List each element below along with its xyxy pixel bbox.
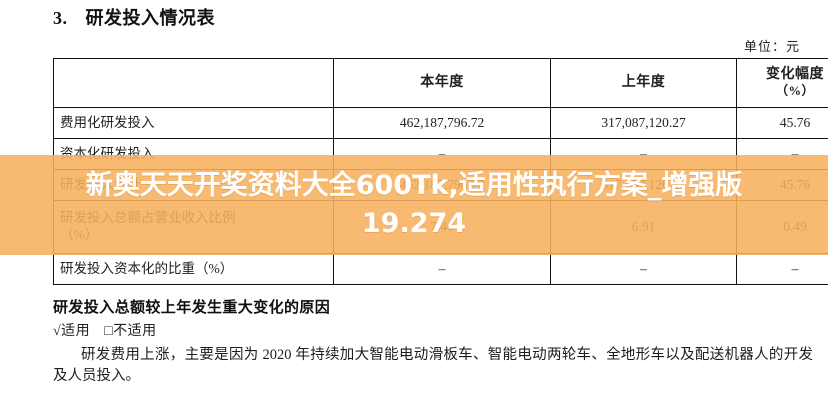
section-title-text: 研发投入情况表 bbox=[85, 8, 215, 28]
watermark-band bbox=[0, 155, 828, 255]
row-value-change: – bbox=[736, 253, 828, 285]
table-row: 费用化研发投入 462,187,796.72 317,087,120.27 45… bbox=[53, 107, 828, 139]
row-value-previous: 317,087,120.27 bbox=[550, 107, 737, 139]
header-cell-current-year: 本年度 bbox=[333, 58, 551, 108]
row-value-current: – bbox=[333, 253, 551, 285]
header-cell-change-rate: 变化幅度 （%） bbox=[736, 58, 828, 108]
header-cell-label bbox=[53, 58, 334, 108]
notes-paragraph: 研发费用上涨，主要是因为 2020 年持续加大智能电动滑板车、智能电动两轮车、全… bbox=[53, 347, 813, 385]
unit-note: 单位：元 bbox=[743, 39, 800, 54]
not-applicable-option[interactable]: □不适用 bbox=[104, 324, 157, 339]
applicable-option[interactable]: √适用 bbox=[53, 324, 91, 339]
watermark-text: 新奥天天开奖资料大全600Tk,适用性执行方案_增强版 19.274 bbox=[0, 155, 828, 255]
row-value-current: 462,187,796.72 bbox=[333, 107, 551, 139]
applicability-row: √适用 □不适用 bbox=[53, 320, 813, 340]
row-value-previous: – bbox=[550, 253, 737, 285]
watermark-line-2: 19.274 bbox=[361, 208, 467, 239]
row-value-change: 45.76 bbox=[736, 107, 828, 139]
row-label-expensed-rd: 费用化研发投入 bbox=[53, 107, 334, 139]
table-row: 研发投入资本化的比重（%） – – – bbox=[53, 253, 828, 285]
section-heading: 3. 研发投入情况表 bbox=[53, 4, 215, 30]
row-label-capitalization-ratio: 研发投入资本化的比重（%） bbox=[53, 253, 334, 285]
watermark-line-1: 新奥天天开奖资料大全600Tk,适用性执行方案_增强版 bbox=[85, 169, 743, 201]
section-number: 3. bbox=[53, 8, 68, 28]
header-cell-previous-year: 上年度 bbox=[550, 58, 737, 108]
notes-title: 研发投入总额较上年发生重大变化的原因 bbox=[53, 300, 331, 316]
header-change-unit: （%） bbox=[775, 83, 815, 98]
notes-section: 研发投入总额较上年发生重大变化的原因 √适用 □不适用 研发费用上涨，主要是因为… bbox=[53, 296, 813, 388]
table-header-row: 本年度 上年度 变化幅度 （%） bbox=[53, 58, 828, 108]
header-change-main: 变化幅度 bbox=[766, 67, 824, 83]
